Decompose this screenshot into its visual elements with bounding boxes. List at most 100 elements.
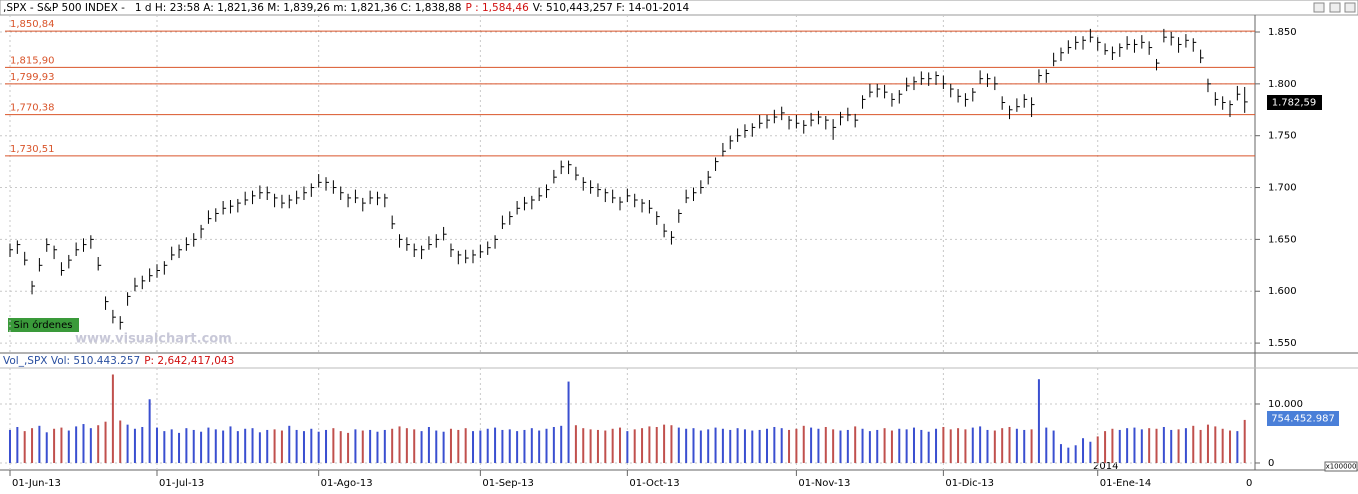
volume-bar bbox=[1162, 426, 1165, 463]
volume-bar bbox=[376, 431, 379, 463]
volume-bar bbox=[729, 429, 732, 463]
maximize-button[interactable] bbox=[1329, 2, 1341, 13]
volume-bar bbox=[111, 374, 114, 463]
volume-bar bbox=[890, 430, 893, 463]
close-button[interactable] bbox=[1344, 2, 1356, 13]
volume-bar bbox=[574, 425, 577, 463]
volume-bar bbox=[935, 428, 938, 463]
volume-bar bbox=[472, 431, 475, 463]
volume-bar bbox=[986, 429, 989, 463]
volume-bar bbox=[626, 431, 629, 463]
volume-bar bbox=[523, 429, 526, 463]
volume-bar bbox=[971, 427, 974, 463]
volume-bar bbox=[332, 428, 335, 463]
volume-bar bbox=[1229, 430, 1232, 463]
volume-bar bbox=[1184, 428, 1187, 463]
volume-bar bbox=[38, 425, 41, 463]
volume-bar bbox=[347, 432, 350, 463]
last-price-box bbox=[1267, 95, 1322, 110]
volume-bar bbox=[31, 428, 34, 463]
orders-badge-text[interactable]: Sin órdenes bbox=[14, 319, 73, 331]
volume-bar bbox=[648, 426, 651, 463]
x-tick-label: 01-Ago-13 bbox=[321, 478, 373, 489]
volume-bar bbox=[677, 427, 680, 463]
volume-bar bbox=[788, 429, 791, 463]
volume-bar bbox=[1074, 445, 1077, 463]
volume-bar bbox=[596, 429, 599, 463]
volume-bar bbox=[273, 429, 276, 463]
volume-bar bbox=[8, 429, 11, 463]
volume-bar bbox=[413, 429, 416, 463]
volume-bar bbox=[163, 431, 166, 463]
level-label: 1,815,90 bbox=[10, 55, 55, 66]
volume-bar bbox=[810, 427, 813, 463]
x-tick-label: 01-Jul-13 bbox=[159, 478, 204, 489]
volume-bar bbox=[552, 426, 555, 463]
volume-bar bbox=[1177, 429, 1180, 463]
volume-bar bbox=[427, 426, 430, 463]
volume-bar bbox=[119, 420, 122, 463]
volume-bar bbox=[464, 428, 467, 463]
volume-bar bbox=[383, 429, 386, 463]
volume-bar bbox=[258, 432, 261, 463]
volume-bar bbox=[1089, 441, 1092, 463]
volume-bar bbox=[214, 429, 217, 463]
volume-bar bbox=[1214, 426, 1217, 463]
volume-bar bbox=[148, 399, 151, 463]
volume-bar bbox=[1206, 424, 1209, 463]
volume-bar bbox=[1015, 428, 1018, 463]
minimize-button[interactable] bbox=[1313, 2, 1325, 13]
volume-bar bbox=[1133, 427, 1136, 463]
last-price-label: 1.782,59 bbox=[1272, 98, 1317, 109]
volume-bar bbox=[530, 428, 533, 463]
x-tick-label: 01-Jun-13 bbox=[12, 478, 61, 489]
volume-bar bbox=[60, 427, 63, 463]
x-tick-label: 01-Ene-14 bbox=[1100, 478, 1151, 489]
window-buttons[interactable] bbox=[1313, 2, 1356, 13]
y-tick-label: 1.700 bbox=[1268, 183, 1297, 194]
volume-bar bbox=[280, 430, 283, 463]
volume-bar bbox=[861, 428, 864, 463]
volume-bar bbox=[773, 426, 776, 463]
x-tick-label: 01-Nov-13 bbox=[798, 478, 850, 489]
volume-bar bbox=[824, 426, 827, 463]
volume-bar bbox=[560, 425, 563, 463]
volume-bar bbox=[89, 428, 92, 463]
volume-bar bbox=[957, 428, 960, 463]
volume-bar bbox=[479, 430, 482, 463]
volume-bar bbox=[229, 426, 232, 463]
volume-bar bbox=[1111, 428, 1114, 463]
volume-bar bbox=[1155, 428, 1158, 463]
volume-bar bbox=[721, 428, 724, 463]
volume-bar bbox=[317, 431, 320, 463]
volume-bar bbox=[751, 430, 754, 463]
volume-bar bbox=[707, 429, 710, 463]
volume-bar bbox=[604, 430, 607, 463]
volume-bar bbox=[780, 428, 783, 463]
volume-bar bbox=[185, 428, 188, 463]
volume-bar bbox=[619, 427, 622, 463]
volume-tick-label: 10.000 bbox=[1268, 399, 1303, 410]
volume-bar bbox=[655, 426, 658, 463]
volume-bar bbox=[266, 429, 269, 463]
volume-bar bbox=[699, 430, 702, 463]
x-tick-label: 01-Dic-13 bbox=[945, 478, 994, 489]
volume-bar bbox=[538, 430, 541, 463]
volume-bar bbox=[964, 429, 967, 463]
volume-bar bbox=[354, 429, 357, 463]
volume-bar bbox=[295, 429, 298, 463]
volume-bar bbox=[310, 428, 313, 463]
volume-bar bbox=[207, 427, 210, 463]
volume-bar bbox=[155, 427, 158, 463]
orders-badge[interactable] bbox=[8, 318, 79, 332]
volume-bar bbox=[1243, 419, 1246, 463]
volume-bar bbox=[222, 430, 225, 463]
volume-bar bbox=[508, 429, 511, 463]
volume-bar bbox=[1148, 428, 1151, 463]
volume-p: P: 2,642,417,043 bbox=[144, 355, 234, 367]
last-volume-label: 754.452.987 bbox=[1271, 414, 1335, 425]
level-label: 1,850,84 bbox=[10, 19, 55, 30]
chart-title: ,SPX - S&P 500 INDEX - 1 d H: 23:58 A: 1… bbox=[3, 2, 461, 14]
